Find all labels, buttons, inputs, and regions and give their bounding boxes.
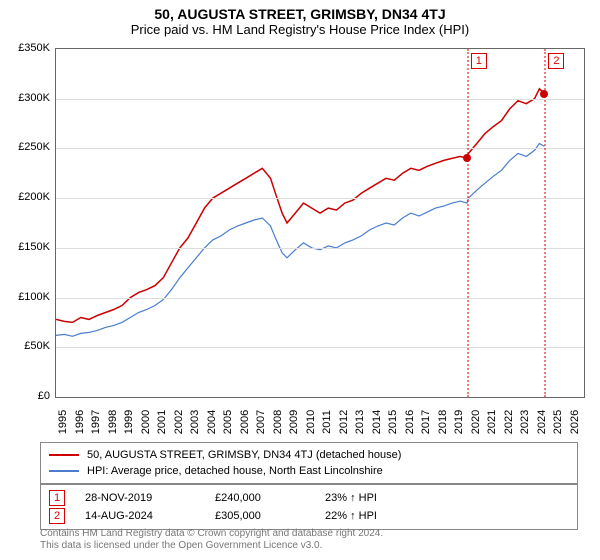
y-tick-label: £350K — [0, 42, 50, 54]
x-tick-label: 2000 — [140, 410, 152, 434]
x-tick-label: 2007 — [255, 410, 267, 434]
chart-container: 50, AUGUSTA STREET, GRIMSBY, DN34 4TJ Pr… — [0, 0, 600, 560]
event-date: 28-NOV-2019 — [85, 492, 195, 504]
x-tick-label: 2023 — [519, 410, 531, 434]
gridline — [56, 347, 584, 348]
chart-subtitle: Price paid vs. HM Land Registry's House … — [0, 22, 600, 41]
x-tick-label: 2021 — [486, 410, 498, 434]
events-box: 1 28-NOV-2019 £240,000 23% ↑ HPI 2 14-AUG-202… — [40, 484, 578, 530]
plot-area: 12 — [55, 48, 585, 398]
gridline — [56, 248, 584, 249]
x-tick-label: 1998 — [107, 410, 119, 434]
x-tick-label: 2018 — [437, 410, 449, 434]
legend-swatch — [49, 470, 79, 472]
x-tick-label: 2004 — [206, 410, 218, 434]
x-tick-label: 2016 — [404, 410, 416, 434]
legend-row: HPI: Average price, detached house, Nort… — [49, 463, 569, 479]
y-tick-label: £250K — [0, 141, 50, 153]
marker-vline-2 — [544, 49, 546, 397]
gridline — [56, 198, 584, 199]
x-tick-label: 2024 — [536, 410, 548, 434]
x-tick-label: 2019 — [453, 410, 465, 434]
line-chart-svg — [56, 49, 584, 397]
x-tick-label: 2003 — [189, 410, 201, 434]
series-hpi — [56, 144, 544, 337]
gridline — [56, 99, 584, 100]
marker-box-1: 1 — [471, 53, 487, 69]
footer-line-1: Contains HM Land Registry data © Crown c… — [40, 528, 560, 540]
gridline — [56, 148, 584, 149]
gridline — [56, 298, 584, 299]
x-tick-label: 2002 — [173, 410, 185, 434]
x-tick-label: 2025 — [552, 410, 564, 434]
x-tick-label: 1995 — [57, 410, 69, 434]
y-tick-label: £150K — [0, 241, 50, 253]
x-tick-label: 2009 — [288, 410, 300, 434]
event-pct: 22% ↑ HPI — [325, 510, 377, 522]
y-tick-label: £100K — [0, 291, 50, 303]
x-tick-label: 2026 — [569, 410, 581, 434]
marker-box-2: 2 — [548, 53, 564, 69]
x-tick-label: 2010 — [305, 410, 317, 434]
legend-swatch — [49, 454, 79, 456]
x-tick-label: 2012 — [338, 410, 350, 434]
x-tick-label: 1999 — [123, 410, 135, 434]
series-price_paid — [56, 89, 544, 323]
x-tick-label: 2013 — [354, 410, 366, 434]
y-tick-label: £200K — [0, 191, 50, 203]
event-row-2: 2 14-AUG-2024 £305,000 22% ↑ HPI — [49, 507, 569, 525]
legend-row: 50, AUGUSTA STREET, GRIMSBY, DN34 4TJ (d… — [49, 447, 569, 463]
y-tick-label: £0 — [0, 390, 50, 402]
legend-box: 50, AUGUSTA STREET, GRIMSBY, DN34 4TJ (d… — [40, 442, 578, 484]
event-price: £240,000 — [215, 492, 305, 504]
x-tick-label: 2015 — [387, 410, 399, 434]
marker-dot-2 — [540, 90, 548, 98]
x-tick-label: 2011 — [321, 410, 333, 434]
y-tick-label: £50K — [0, 340, 50, 352]
x-tick-label: 2008 — [272, 410, 284, 434]
event-date: 14-AUG-2024 — [85, 510, 195, 522]
footer-line-2: This data is licensed under the Open Gov… — [40, 540, 560, 552]
chart-title: 50, AUGUSTA STREET, GRIMSBY, DN34 4TJ — [0, 0, 600, 22]
legend-label: 50, AUGUSTA STREET, GRIMSBY, DN34 4TJ (d… — [87, 449, 401, 461]
event-pct: 23% ↑ HPI — [325, 492, 377, 504]
x-tick-label: 2006 — [239, 410, 251, 434]
x-tick-label: 1997 — [90, 410, 102, 434]
marker-vline-1 — [467, 49, 469, 397]
footer-text: Contains HM Land Registry data © Crown c… — [40, 528, 560, 552]
x-tick-label: 2014 — [371, 410, 383, 434]
x-tick-label: 2001 — [156, 410, 168, 434]
event-box: 1 — [49, 490, 65, 506]
x-tick-label: 1996 — [74, 410, 86, 434]
x-tick-label: 2005 — [222, 410, 234, 434]
x-tick-label: 2020 — [470, 410, 482, 434]
event-box: 2 — [49, 508, 65, 524]
event-row-1: 1 28-NOV-2019 £240,000 23% ↑ HPI — [49, 489, 569, 507]
legend-label: HPI: Average price, detached house, Nort… — [87, 465, 383, 477]
marker-dot-1 — [463, 154, 471, 162]
y-tick-label: £300K — [0, 92, 50, 104]
x-tick-label: 2017 — [420, 410, 432, 434]
x-tick-label: 2022 — [503, 410, 515, 434]
event-price: £305,000 — [215, 510, 305, 522]
